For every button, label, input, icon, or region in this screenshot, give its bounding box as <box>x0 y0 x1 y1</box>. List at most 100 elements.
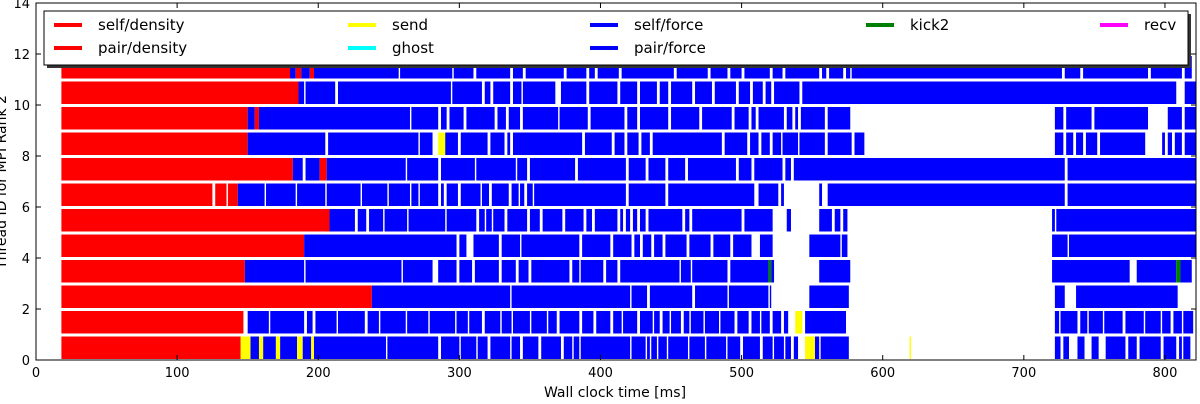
task-bar-force <box>507 132 511 155</box>
task-bar-force <box>512 81 522 104</box>
legend: self/density pair/density send ghost self/fo… <box>43 10 1191 68</box>
task-bar-force <box>1104 311 1123 334</box>
task-bar-force <box>460 336 477 359</box>
x-tick-label: 800 <box>1153 366 1178 381</box>
legend-label: kick2 <box>910 16 949 34</box>
y-tick-label: 0 <box>22 354 30 369</box>
task-bar-force <box>491 183 509 206</box>
task-bar-force <box>1052 234 1068 257</box>
legend-label: self/force <box>634 16 703 34</box>
task-bar-force <box>627 107 638 130</box>
task-bar-force <box>459 260 473 283</box>
task-bar-force <box>582 311 594 334</box>
task-bar-force <box>247 107 255 130</box>
task-bar-force <box>419 132 433 155</box>
task-bar-force <box>493 81 511 104</box>
task-bar-force <box>479 209 485 232</box>
task-bar-force <box>692 209 742 232</box>
task-bar-force <box>529 209 540 232</box>
task-bar-force <box>477 336 488 359</box>
task-bar-force <box>639 209 646 232</box>
task-bar-density <box>61 209 330 232</box>
task-bar-force <box>752 81 763 104</box>
task-bar-density <box>61 132 248 155</box>
task-bar-force <box>1077 336 1085 359</box>
task-bar-force <box>586 209 592 232</box>
task-bar-force <box>270 311 305 334</box>
task-bar-force <box>522 81 556 104</box>
task-bar-force <box>799 132 825 155</box>
task-bar-force <box>338 81 451 104</box>
task-bar-force <box>456 311 468 334</box>
task-bar-force <box>652 132 722 155</box>
task-bar-force <box>511 336 521 359</box>
task-bar-force <box>590 107 625 130</box>
task-bar-force <box>819 183 823 206</box>
task-bar-force <box>304 234 457 257</box>
task-bar-force <box>466 107 495 130</box>
task-bar-force <box>306 311 313 334</box>
y-tick-label: 4 <box>22 252 30 267</box>
task-bar-force <box>497 107 506 130</box>
task-bar-force <box>1163 336 1177 359</box>
task-bar-force <box>577 158 626 181</box>
task-bar-force <box>565 209 584 232</box>
task-bar-force <box>1054 311 1060 334</box>
task-bar-force <box>481 183 489 206</box>
task-bar-force <box>713 234 731 257</box>
task-bar-send <box>805 336 815 359</box>
task-bar-force <box>639 107 669 130</box>
task-bar-force <box>795 107 799 130</box>
task-bar-force <box>1162 132 1165 155</box>
task-bar-force <box>758 183 779 206</box>
task-bar-force <box>1080 311 1088 334</box>
task-bar-force <box>781 183 784 206</box>
task-bar-kick2 <box>768 260 772 283</box>
task-bar-force <box>292 158 303 181</box>
task-bar-force <box>1054 132 1064 155</box>
task-bar-density <box>61 107 248 130</box>
task-bar-force <box>402 260 433 283</box>
task-bar-force <box>1067 183 1196 206</box>
task-bar-force <box>531 260 570 283</box>
task-bar-force <box>559 107 588 130</box>
task-bar-force <box>247 132 326 155</box>
task-bar-force <box>1085 132 1098 155</box>
task-bar-force <box>631 336 646 359</box>
task-bar-force <box>527 183 533 206</box>
task-bar-force <box>367 311 379 334</box>
task-bar-force <box>1094 107 1149 130</box>
task-bar-force <box>452 81 482 104</box>
task-bar-force <box>512 132 583 155</box>
task-bar-force <box>460 183 481 206</box>
task-bar-force <box>734 107 749 130</box>
task-bar-force <box>647 336 650 359</box>
task-bar-force <box>634 234 640 257</box>
task-bar-force <box>305 260 402 283</box>
task-bar-force <box>702 107 732 130</box>
task-bar-density <box>227 183 238 206</box>
task-bar-force <box>1180 260 1192 283</box>
task-bar-force <box>511 285 631 308</box>
task-bar-force <box>280 336 298 359</box>
task-bar-force <box>785 336 791 359</box>
task-bar-force <box>662 311 670 334</box>
task-bar-force <box>765 81 772 104</box>
task-bar-force <box>683 311 690 334</box>
task-bar-force <box>738 81 751 104</box>
task-bar-force <box>623 311 638 334</box>
task-bar-force <box>692 260 728 283</box>
task-bar-force <box>1167 132 1173 155</box>
x-tick-label: 300 <box>447 366 472 381</box>
task-bar-force <box>1179 336 1182 359</box>
legend-label: pair/force <box>634 39 706 57</box>
task-bar-force <box>266 183 296 206</box>
task-bar-force <box>1076 132 1084 155</box>
task-bar-send <box>311 336 314 359</box>
task-bar-force <box>814 336 820 359</box>
task-bar-force <box>1068 234 1196 257</box>
task-bar-force <box>1052 260 1130 283</box>
task-bar-force <box>695 81 712 104</box>
task-bar-force <box>328 132 419 155</box>
task-bar-force <box>484 81 491 104</box>
